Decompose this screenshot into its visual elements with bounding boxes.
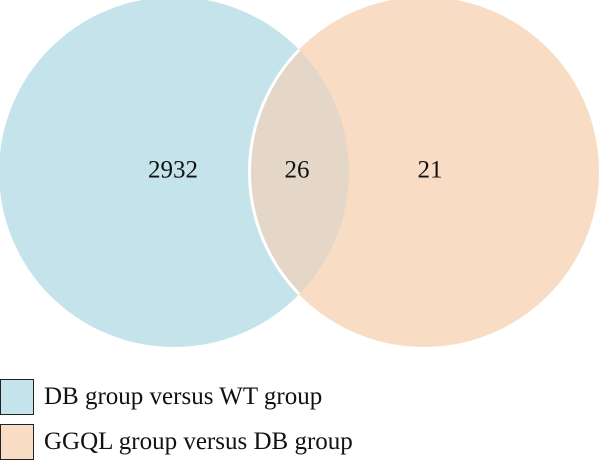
legend-swatch-set-b	[0, 424, 34, 460]
intersection-left-edge	[248, 48, 301, 296]
legend-item-set-b: GGQL group versus DB group	[0, 422, 600, 462]
set-a-only-count: 2932	[148, 157, 198, 184]
legend: DB group versus WT group GGQL group vers…	[0, 377, 600, 467]
legend-label-set-b: GGQL group versus DB group	[44, 428, 353, 455]
set-b-only-count: 21	[418, 157, 443, 184]
legend-label-set-a: DB group versus WT group	[44, 383, 323, 410]
set-a-circle	[0, 0, 349, 347]
venn-diagram: 2932 26 21	[0, 0, 599, 347]
legend-swatch-set-a	[0, 379, 34, 415]
legend-item-set-a: DB group versus WT group	[0, 377, 600, 417]
set-b-circle	[249, 0, 599, 347]
intersection-count: 26	[285, 157, 310, 184]
